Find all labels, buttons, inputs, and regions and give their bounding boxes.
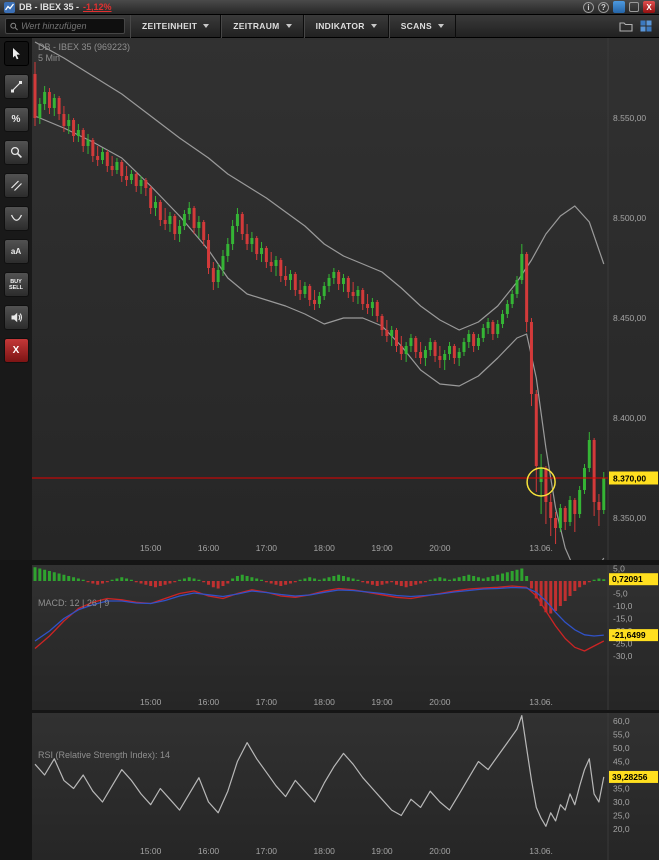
svg-text:8.350,00: 8.350,00: [613, 513, 646, 523]
svg-text:50,0: 50,0: [613, 743, 630, 753]
svg-text:19:00: 19:00: [371, 543, 393, 553]
buy-label: BUY: [10, 278, 22, 285]
chevron-down-icon: [203, 24, 210, 28]
svg-text:16:00: 16:00: [198, 543, 220, 553]
rsi-chart[interactable]: 60,055,050,045,040,035,030,025,020,015:0…: [32, 713, 659, 860]
svg-text:30,0: 30,0: [613, 797, 630, 807]
sell-label: SELL: [8, 284, 24, 291]
instrument-search[interactable]: [5, 18, 125, 34]
svg-text:18:00: 18:00: [314, 697, 336, 707]
svg-text:0,72091: 0,72091: [612, 574, 643, 584]
svg-text:13.06.: 13.06.: [529, 697, 553, 707]
search-icon: [10, 22, 18, 30]
svg-text:8.400,00: 8.400,00: [613, 413, 646, 423]
svg-text:18:00: 18:00: [314, 543, 336, 553]
toolbar-right: [619, 20, 659, 32]
parallel-lines-icon: [10, 180, 22, 191]
info-button[interactable]: i: [583, 1, 594, 13]
svg-text:-10,0: -10,0: [613, 601, 633, 611]
svg-text:17:00: 17:00: [256, 697, 278, 707]
folder-icon[interactable]: [619, 21, 633, 32]
svg-text:20:00: 20:00: [429, 543, 451, 553]
svg-text:8.450,00: 8.450,00: [613, 313, 646, 323]
svg-text:20,0: 20,0: [613, 824, 630, 834]
workspace-icon[interactable]: [640, 20, 652, 32]
menu-indikator[interactable]: INDIKATOR: [303, 14, 389, 38]
change-percent: -1,12%: [83, 2, 112, 12]
svg-text:-5,0: -5,0: [613, 589, 628, 599]
svg-text:8.550,00: 8.550,00: [613, 113, 646, 123]
pointer-icon: [12, 48, 20, 60]
svg-text:13.06.: 13.06.: [529, 543, 553, 553]
svg-text:25,0: 25,0: [613, 811, 630, 821]
svg-text:17:00: 17:00: [256, 846, 278, 856]
svg-text:-15,0: -15,0: [613, 614, 633, 624]
svg-text:13.06.: 13.06.: [529, 846, 553, 856]
widget-button[interactable]: [613, 1, 625, 13]
svg-text:19:00: 19:00: [371, 697, 393, 707]
macd-chart[interactable]: 5,0-5,0-10,0-15,0-20,0-25,0-30,015:0016:…: [32, 565, 659, 710]
menu-scans-label: SCANS: [400, 21, 432, 31]
text-icon: aA: [10, 247, 22, 256]
menu-indikator-label: INDIKATOR: [315, 21, 365, 31]
svg-text:-21,6499: -21,6499: [612, 630, 646, 640]
tool-buysell-button[interactable]: BUY SELL: [3, 272, 29, 297]
tool-percent-button[interactable]: %: [3, 107, 29, 132]
drawing-toolbar: % aA BUY SELL X: [0, 38, 32, 560]
svg-text:35,0: 35,0: [613, 784, 630, 794]
svg-text:8.370,00: 8.370,00: [613, 474, 646, 484]
window-title: DB - IBEX 35 -: [19, 2, 80, 12]
percent-icon: %: [11, 113, 21, 125]
svg-text:18:00: 18:00: [314, 846, 336, 856]
x-icon: X: [12, 344, 20, 356]
tool-curve-button[interactable]: [3, 206, 29, 231]
trendline-icon: [10, 81, 22, 93]
window-controls: i ? X: [583, 1, 655, 13]
price-chart[interactable]: 8.550,00 8.500,00 8.450,00 8.400,00 8.350,00…: [32, 38, 659, 560]
svg-text:16:00: 16:00: [198, 697, 220, 707]
tool-text-button[interactable]: aA: [3, 239, 29, 264]
menu-zeitraum[interactable]: ZEITRAUM: [221, 14, 304, 38]
svg-text:8.500,00: 8.500,00: [613, 213, 646, 223]
tool-trendline-button[interactable]: [3, 74, 29, 99]
svg-text:19:00: 19:00: [371, 846, 393, 856]
chevron-down-icon: [370, 24, 377, 28]
svg-text:5,0: 5,0: [613, 565, 625, 574]
curve-icon: [10, 214, 22, 221]
app-logo-icon: [4, 1, 15, 13]
tool-sound-button[interactable]: [3, 305, 29, 330]
menu-zeitraum-label: ZEITRAUM: [233, 21, 280, 31]
svg-text:15:00: 15:00: [140, 543, 162, 553]
magnifier-icon: [10, 146, 22, 158]
svg-text:15:00: 15:00: [140, 846, 162, 856]
svg-text:16:00: 16:00: [198, 846, 220, 856]
menu-scans[interactable]: SCANS: [388, 14, 456, 38]
search-input[interactable]: [21, 21, 120, 31]
maximize-button[interactable]: [629, 2, 639, 12]
tool-parallel-lines-button[interactable]: [3, 173, 29, 198]
chevron-down-icon: [437, 24, 444, 28]
svg-text:-30,0: -30,0: [613, 651, 633, 661]
svg-text:55,0: 55,0: [613, 730, 630, 740]
svg-text:45,0: 45,0: [613, 757, 630, 767]
svg-text:-25,0: -25,0: [613, 639, 633, 649]
menu-zeiteinheit[interactable]: ZEITEINHEIT: [130, 14, 222, 38]
svg-text:20:00: 20:00: [429, 846, 451, 856]
tool-pointer-button[interactable]: [3, 41, 29, 66]
titlebar[interactable]: DB - IBEX 35 - -1,12% i ? X: [0, 0, 659, 15]
tool-close-button[interactable]: X: [3, 338, 29, 363]
close-button[interactable]: X: [643, 1, 655, 13]
tool-zoom-button[interactable]: [3, 140, 29, 165]
svg-text:17:00: 17:00: [256, 543, 278, 553]
toolbar: ZEITEINHEIT ZEITRAUM INDIKATOR SCANS: [0, 14, 659, 38]
svg-text:15:00: 15:00: [140, 697, 162, 707]
chevron-down-icon: [285, 24, 292, 28]
svg-text:39,28256: 39,28256: [612, 772, 648, 782]
svg-text:60,0: 60,0: [613, 716, 630, 726]
menu-zeiteinheit-label: ZEITEINHEIT: [142, 21, 198, 31]
speaker-icon: [11, 312, 22, 323]
svg-text:20:00: 20:00: [429, 697, 451, 707]
help-button[interactable]: ?: [598, 1, 609, 13]
